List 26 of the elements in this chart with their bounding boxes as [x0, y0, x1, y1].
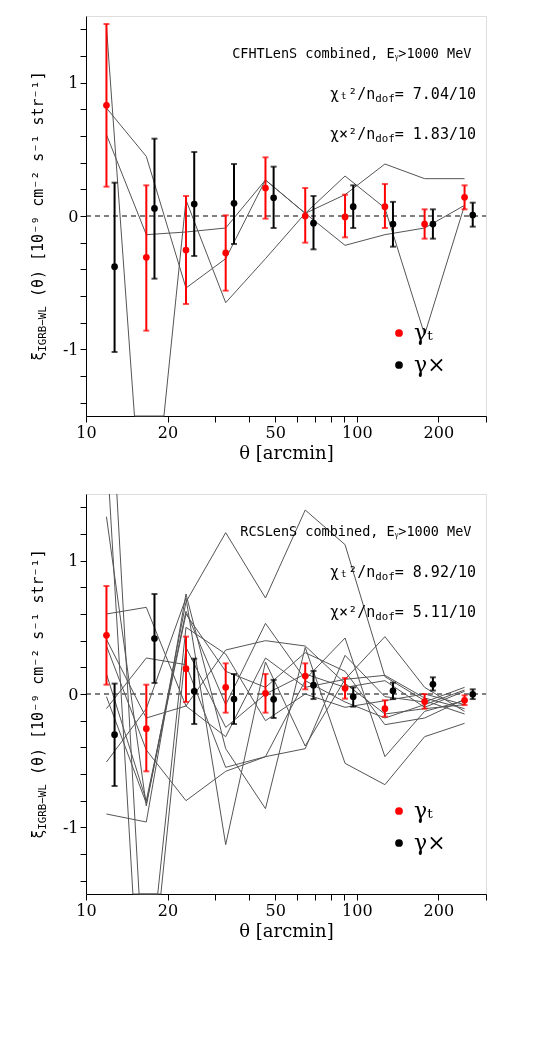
x-tick-label: 200 [423, 900, 455, 920]
x-tick-label: 50 [265, 900, 286, 920]
x-tick-label: 20 [157, 900, 179, 920]
y-tick-label: 1 [68, 73, 79, 93]
y-tick-label: -1 [62, 817, 79, 837]
x-tick-label: 50 [265, 422, 286, 442]
x-axis-title: θ [arcmin] [239, 441, 334, 463]
legend-label: γ× [414, 352, 446, 377]
x-tick-label: 20 [157, 422, 179, 442]
y-tick-label: 1 [68, 551, 79, 571]
x-tick-label: 200 [423, 422, 455, 442]
legend-label: γₜ [414, 320, 434, 345]
y-tick-label: -1 [62, 339, 79, 359]
y-axis-title: ξIGRB−WL (θ) [10⁻⁹ cm⁻² s⁻¹ str⁻¹] [29, 549, 49, 839]
legend-label: γ× [414, 830, 446, 855]
y-axis-title: ξIGRB−WL (θ) [10⁻⁹ cm⁻² s⁻¹ str⁻¹] [29, 71, 49, 361]
x-axis-title: θ [arcmin] [239, 919, 334, 941]
x-tick-label: 100 [342, 900, 373, 920]
annotation: CFHTLenS combined, Eᵧ>1000 MeV [232, 45, 472, 62]
x-tick-label: 100 [342, 422, 373, 442]
annotation: RCSLenS combined, Eᵧ>1000 MeV [240, 523, 472, 540]
legend-label: γₜ [414, 798, 434, 823]
y-tick-label: 0 [68, 206, 79, 226]
y-tick-label: 0 [68, 684, 79, 704]
x-tick-label: 10 [76, 422, 97, 442]
x-tick-label: 10 [76, 900, 97, 920]
